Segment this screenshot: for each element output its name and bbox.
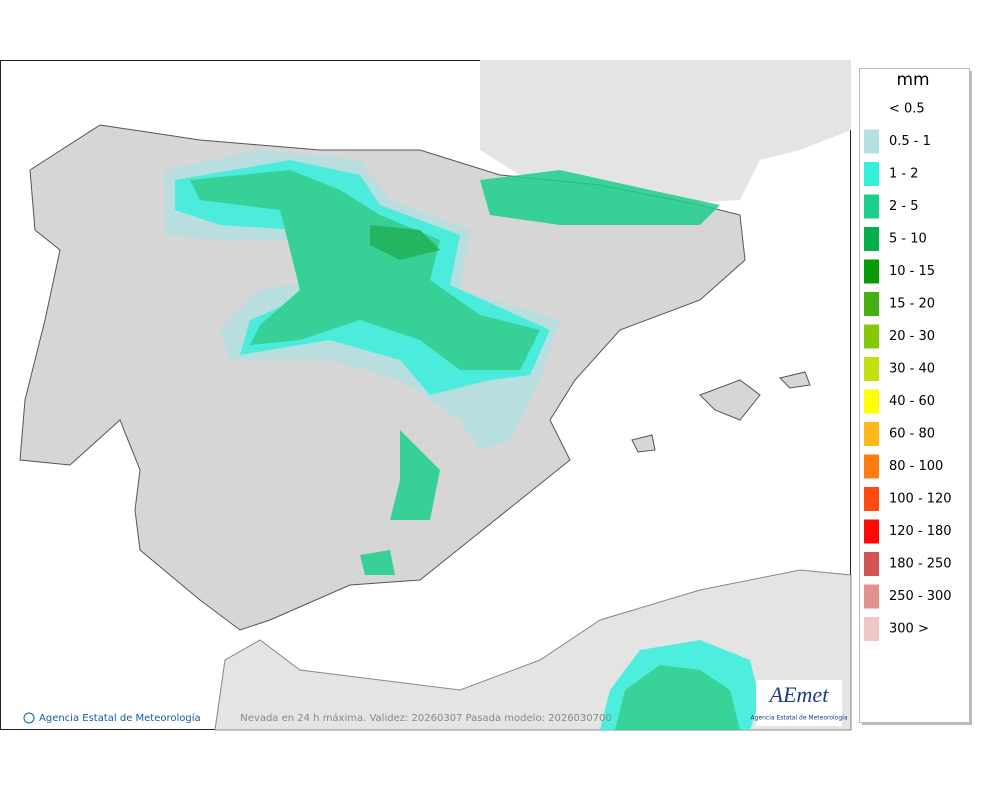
legend-swatch [864,259,879,284]
map: Agencia Estatal de Meteorología Nevada e… [0,60,852,731]
legend: mm < 0.5 0.5 - 1 1 - 2 2 - 5 5 - 10 10 - 15 15… [859,68,972,725]
legend-label: 300 > [889,622,929,637]
legend-label: 20 - 30 [889,329,935,344]
snow-area [615,665,740,730]
legend-swatch [864,129,879,154]
legend-swatch [864,162,879,186]
footer-info: Nevada en 24 h máxima. Validez: 20260307… [240,712,611,724]
legend-swatch [864,584,879,609]
footer-credit: Agencia Estatal de Meteorología [39,712,201,724]
legend-label: 1 - 2 [889,167,919,182]
legend-swatch [864,194,879,219]
snow-area [190,170,540,370]
legend-swatch [864,617,879,641]
snow-areas [165,150,760,730]
legend-label: 40 - 60 [889,394,935,409]
legend-label: 250 - 300 [889,589,952,604]
legend-label: 10 - 15 [889,264,935,279]
snow-area [370,225,440,260]
legend-swatch [864,292,879,316]
france [480,60,851,205]
legend-swatch [864,552,879,576]
logo-box [756,680,842,726]
legend-label: 0.5 - 1 [889,134,931,149]
snow-area [390,430,440,520]
snow-area [360,550,395,575]
legend-swatch [864,422,879,446]
legend-swatch [864,519,879,544]
legend-label: 60 - 80 [889,427,935,442]
logo-subtitle: Agencia Estatal de Meteorología [751,715,848,722]
legend-label: < 0.5 [889,102,925,117]
legend-label: 80 - 100 [889,459,943,474]
copyright-icon [23,712,35,724]
legend-swatch [864,227,879,251]
menorca [779,371,811,389]
mallorca [699,379,761,421]
legend-swatch [864,454,879,479]
ibiza [631,434,656,453]
legend-label: 2 - 5 [889,199,919,214]
legend-label: 30 - 40 [889,362,935,377]
legend-label: 5 - 10 [889,232,927,247]
legend-swatch [864,487,879,511]
legend-label: 15 - 20 [889,297,935,312]
legend-swatch [864,324,879,349]
legend-label: 120 - 180 [889,524,952,539]
legend-title: mm [896,70,929,90]
legend-label: 100 - 120 [889,492,952,507]
legend-swatch [864,389,879,414]
legend-swatch [864,357,879,381]
legend-label: 180 - 250 [889,557,952,572]
snow-area [480,170,720,225]
logo-name: AEmet [768,682,830,707]
